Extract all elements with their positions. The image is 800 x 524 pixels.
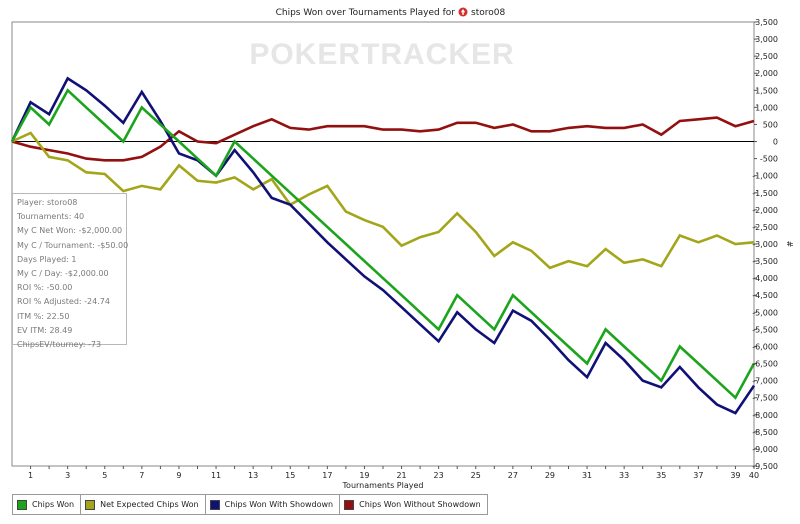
stat-line: Player: storo08 (17, 198, 78, 207)
legend-label: Net Expected Chips Won (100, 500, 199, 509)
legend-swatch (17, 499, 27, 510)
legend-item[interactable]: Net Expected Chips Won (81, 495, 206, 514)
y-tick-label: -5,500 (752, 325, 778, 334)
y-tick-label: -9,500 (752, 462, 778, 471)
y-tick-label: -3,500 (752, 257, 778, 266)
x-tick-label: 23 (434, 471, 444, 480)
legend-swatch (344, 499, 355, 510)
y-tick-label: 1,000 (755, 103, 778, 112)
stat-line: My C Net Won: -$2,000.00 (17, 226, 123, 236)
legend-item[interactable]: Chips Won Without Showdown (340, 495, 487, 514)
y-tick-label: -9,000 (752, 445, 778, 454)
y-tick-label: -500 (760, 155, 778, 164)
y-tick-label: -3,000 (752, 240, 778, 249)
stat-line: Tournaments: 40 (17, 212, 85, 222)
watermark: POKERTRACKER (249, 38, 514, 71)
x-axis-label: Tournaments Played (342, 481, 424, 490)
y-tick-label: -7,500 (752, 394, 778, 403)
legend-label: Chips Won (32, 500, 75, 509)
x-tick-label: 39 (730, 471, 740, 480)
x-tick-label: 7 (139, 471, 144, 480)
x-tick-label: 31 (582, 471, 592, 480)
y-tick-label: -1,000 (752, 172, 778, 181)
series-line-chips-won-without-showdown (11, 116, 755, 162)
x-tick-label: 15 (285, 471, 295, 480)
chart-title: Chips Won over Tournaments Played for (276, 8, 456, 18)
plot-area (11, 21, 755, 467)
x-tick-label: 1 (28, 471, 33, 480)
stat-line: My C / Tournament: -$50.00 (17, 240, 129, 250)
y-tick-label: 3,500 (755, 18, 778, 27)
x-tick-label: 40 (749, 471, 759, 480)
y-tick-label: 2,500 (755, 52, 778, 61)
x-tick-label: 27 (508, 471, 518, 480)
legend-item[interactable]: Chips Won (13, 495, 82, 514)
x-tick-label: 29 (545, 471, 555, 480)
x-tick-label: 13 (248, 471, 258, 480)
legend-label: Chips Won Without Showdown (359, 500, 481, 509)
chart-player-name: storo08 (471, 8, 505, 18)
y-tick-label: 1,500 (755, 86, 778, 95)
stat-line: Days Played: 1 (17, 254, 77, 264)
y-tick-label: 500 (763, 120, 778, 129)
y-tick-label: 3,000 (755, 35, 778, 44)
x-tick-label: 25 (471, 471, 481, 480)
y-tick-label: -8,500 (752, 428, 778, 437)
legend: Chips Won Net Expected Chips Won Chips Won… (12, 494, 488, 515)
x-tick-label: 19 (359, 471, 369, 480)
legend-swatch (209, 499, 220, 510)
y-tick-label: -7,000 (752, 377, 778, 386)
x-tick-label: 17 (322, 471, 332, 480)
x-tick-label: 33 (619, 471, 629, 480)
series-line-chips-won-with-showdown (10, 76, 756, 415)
y-tick-label: -5,000 (752, 308, 778, 317)
player-spade-icon (458, 7, 468, 17)
legend-item[interactable]: Chips Won With Showdown (206, 495, 341, 514)
series-line-chips-won (10, 88, 756, 400)
x-tick-label: 3 (65, 471, 70, 480)
y-tick-label: -8,000 (752, 411, 778, 420)
stat-line: ChipsEV/tourney: -73 (17, 339, 102, 349)
y-tick-label: -1,500 (752, 189, 778, 198)
y-tick-label: -4,000 (752, 274, 778, 283)
stat-line: ROI % Adjusted: -24.74 (17, 297, 110, 307)
x-tick-label: 21 (396, 471, 406, 480)
x-tick-label: 11 (211, 471, 221, 480)
stat-line: EV ITM: 28.49 (17, 325, 73, 335)
legend-swatch (85, 499, 96, 510)
stats-panel: Player: storo08 Tournaments: 40 My C Net W… (12, 193, 129, 349)
legend-label: Chips Won With Showdown (224, 500, 334, 509)
y-tick-label: -6,500 (752, 360, 778, 369)
y-tick-label: -4,500 (752, 291, 778, 300)
x-tick-label: 37 (693, 471, 703, 480)
y-tick-label: -2,000 (752, 206, 778, 215)
series-line-net-expected-chips-won (11, 131, 755, 270)
stat-line: My C / Day: -$2,000.00 (17, 268, 109, 278)
y-axis-label: # (785, 241, 794, 248)
y-tick-label: -6,000 (752, 342, 778, 351)
y-tick-label: -2,500 (752, 223, 778, 232)
x-tick-label: 35 (656, 471, 666, 480)
stat-line: ROI %: -50.00 (17, 283, 73, 293)
x-tick-label: 9 (176, 471, 181, 480)
x-tick-label: 5 (102, 471, 107, 480)
y-tick-label: 2,000 (755, 69, 778, 78)
y-tick-label: 0 (773, 138, 778, 147)
stat-line: ITM %: 22.50 (17, 311, 70, 321)
